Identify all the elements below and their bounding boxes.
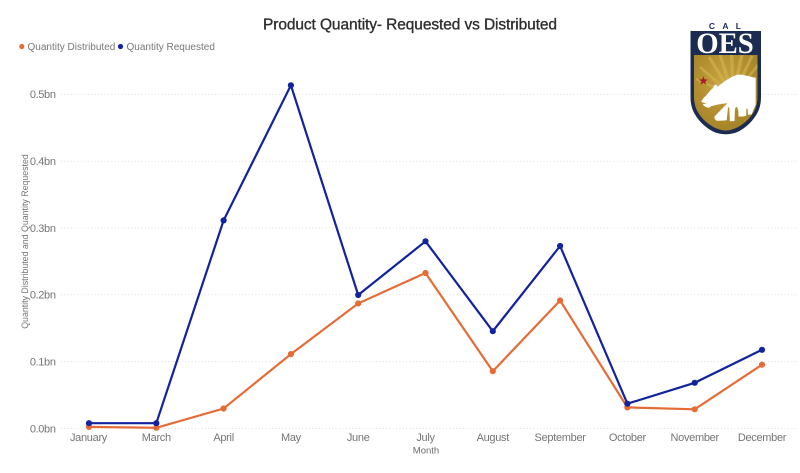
svg-text:April: April (213, 432, 234, 444)
svg-text:December: December (738, 432, 787, 444)
svg-text:March: March (142, 432, 171, 444)
svg-text:July: July (416, 432, 435, 444)
svg-text:Quantity Distributed: Quantity Distributed (28, 42, 116, 53)
svg-text:Month: Month (413, 446, 439, 457)
svg-text:Quantity Distributed and Quant: Quantity Distributed and Quantity Reques… (20, 154, 30, 329)
svg-text:CAL: CAL (709, 21, 748, 31)
svg-text:October: October (609, 432, 647, 444)
svg-text:August: August (477, 432, 510, 444)
svg-text:January: January (70, 432, 108, 444)
svg-text:Quantity Requested: Quantity Requested (127, 42, 215, 53)
svg-text:September: September (535, 432, 587, 444)
svg-text:0.4bn: 0.4bn (30, 156, 56, 168)
svg-text:May: May (281, 432, 302, 444)
svg-text:0.0bn: 0.0bn (30, 423, 56, 435)
svg-text:November: November (671, 432, 720, 444)
svg-text:OES: OES (696, 28, 754, 60)
svg-text:June: June (347, 432, 370, 444)
svg-text:0.2bn: 0.2bn (30, 290, 56, 302)
svg-text:0.3bn: 0.3bn (30, 223, 56, 235)
svg-text:Product Quantity- Requested v: Product Quantity- Requested vs Distribut… (263, 16, 557, 33)
svg-text:0.1bn: 0.1bn (30, 356, 56, 368)
svg-text:0.5bn: 0.5bn (30, 89, 56, 101)
